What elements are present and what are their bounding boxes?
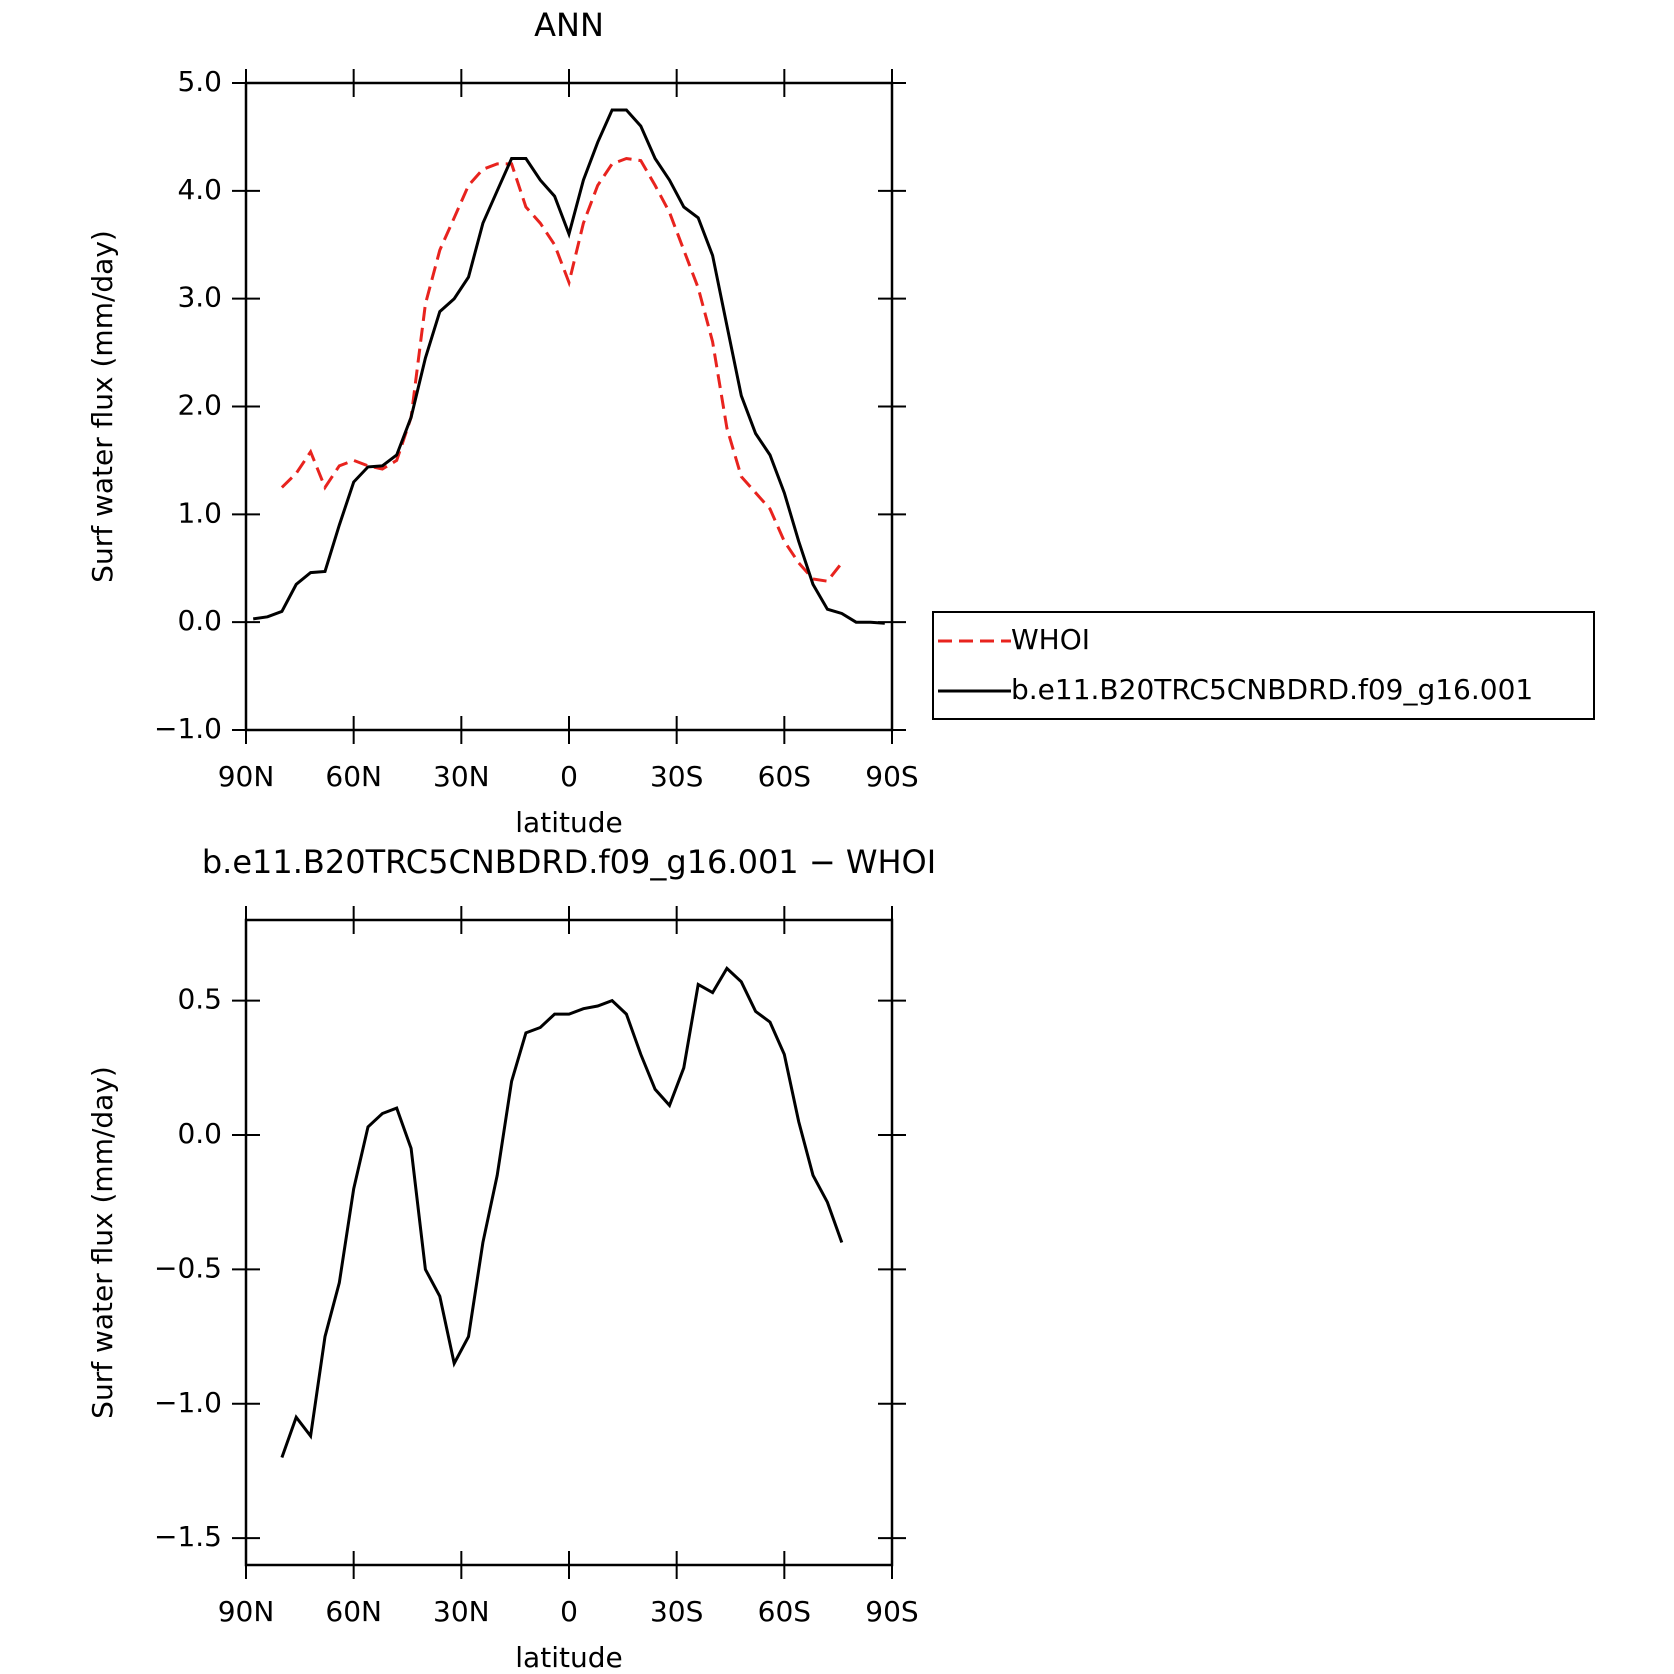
y-tick-label: −1.0 (154, 1386, 222, 1419)
y-tick-label: 3.0 (177, 281, 222, 314)
chart-title: ANN (534, 6, 604, 44)
series-line (252, 108, 885, 625)
y-tick-label: 1.0 (177, 496, 222, 529)
x-tick-label: 60N (325, 1595, 382, 1628)
x-tick-label: 30S (650, 760, 703, 793)
legend-box (932, 611, 1595, 720)
x-tick-label: 90S (865, 760, 918, 793)
y-axis-label: Surf water flux (mm/day) (86, 230, 119, 583)
x-tick-label: 90N (218, 1595, 275, 1628)
x-axis-label: latitude (515, 806, 622, 839)
y-axis-label: Surf water flux (mm/day) (86, 1066, 119, 1419)
y-tick-label: 4.0 (177, 173, 222, 206)
x-tick-label: 30N (433, 1595, 490, 1628)
x-tick-label: 60S (758, 1595, 811, 1628)
y-tick-label: −0.5 (154, 1251, 222, 1284)
x-tick-label: 60N (325, 760, 382, 793)
x-tick-label: 30N (433, 760, 490, 793)
legend-label: WHOI (1011, 623, 1090, 656)
x-tick-label: 0 (560, 1595, 578, 1628)
series-line (280, 156, 843, 583)
y-tick-label: −1.0 (154, 712, 222, 745)
x-axis-label: latitude (515, 1641, 622, 1674)
plot-frame (244, 918, 894, 1567)
x-tick-label: 0 (560, 760, 578, 793)
y-tick-label: 2.0 (177, 389, 222, 422)
y-tick-label: 5.0 (177, 65, 222, 98)
x-tick-label: 60S (758, 760, 811, 793)
series-line (280, 966, 844, 1459)
y-tick-label: −1.5 (154, 1520, 222, 1553)
plot-frame (244, 81, 894, 732)
x-tick-label: 30S (650, 1595, 703, 1628)
legend-label: b.e11.B20TRC5CNBDRD.f09_g16.001 (1011, 673, 1533, 706)
y-tick-label: 0.5 (177, 983, 222, 1016)
x-tick-label: 90S (865, 1595, 918, 1628)
x-tick-label: 90N (218, 760, 275, 793)
y-tick-label: 0.0 (177, 604, 222, 637)
y-tick-label: 0.0 (177, 1117, 222, 1150)
chart-title: b.e11.B20TRC5CNBDRD.f09_g16.001 − WHOI (202, 843, 936, 881)
